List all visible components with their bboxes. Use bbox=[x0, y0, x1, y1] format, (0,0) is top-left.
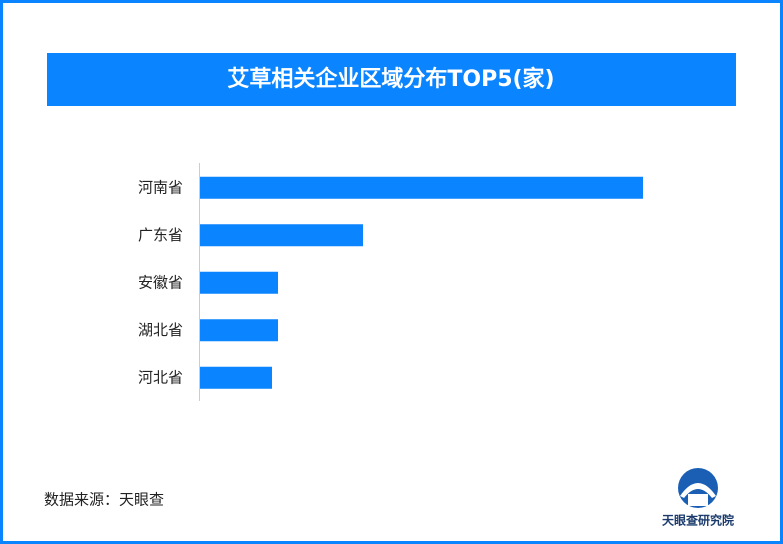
bar bbox=[200, 271, 278, 294]
logo-text: 天眼查研究院 bbox=[662, 513, 734, 528]
bar bbox=[200, 224, 363, 247]
logo bbox=[678, 468, 718, 508]
bar bbox=[200, 319, 278, 342]
chart-title: 艾草相关企业区域分布TOP5(家) bbox=[227, 66, 554, 92]
y-tick-label: 河北省 bbox=[138, 368, 183, 386]
logo-arc bbox=[680, 483, 716, 498]
y-tick-label: 安徽省 bbox=[138, 273, 183, 291]
bar bbox=[200, 366, 272, 389]
source: 数据来源：天眼查 bbox=[44, 491, 164, 509]
title-banner bbox=[47, 53, 736, 106]
y-tick-label: 广东省 bbox=[138, 226, 183, 244]
logo-base bbox=[688, 494, 708, 506]
y-tick-label: 河南省 bbox=[138, 178, 183, 196]
y-tick-label: 湖北省 bbox=[138, 321, 183, 339]
bar bbox=[200, 176, 643, 199]
